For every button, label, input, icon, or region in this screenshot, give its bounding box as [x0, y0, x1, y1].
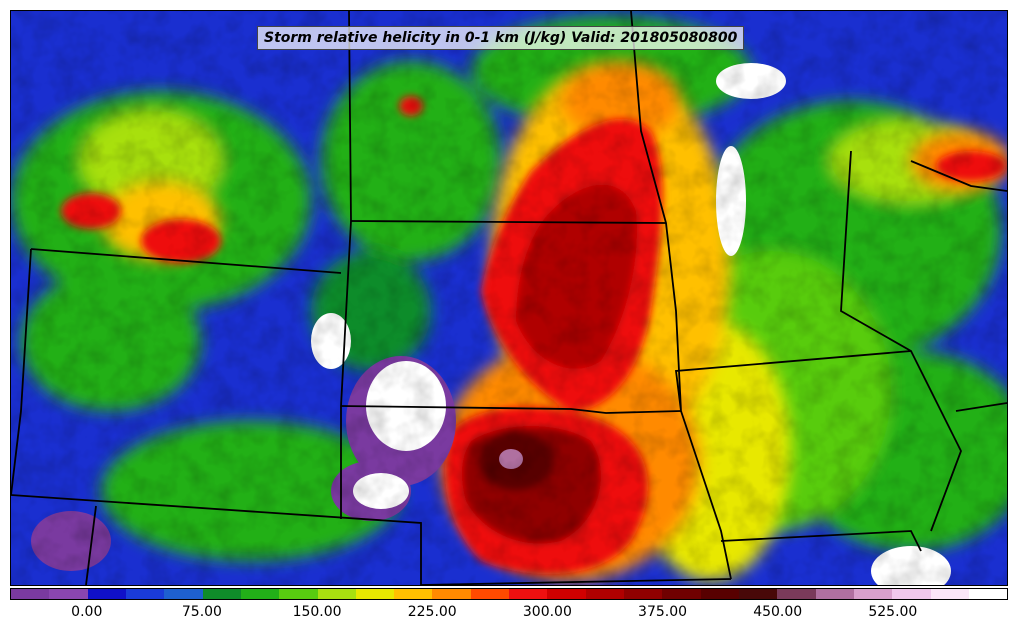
colorbar-segment — [125, 589, 165, 599]
colorbar-segment — [11, 589, 50, 599]
colorbar-segment — [240, 589, 280, 599]
colorbar-segment — [394, 589, 433, 599]
helicity-map: Storm relative helicity in 0-1 km (J/kg)… — [10, 10, 1008, 586]
colorbar-segment — [815, 589, 854, 599]
colorbar-segment — [87, 589, 126, 599]
colorbar-segment — [317, 589, 356, 599]
colorbar-segment — [547, 589, 586, 599]
colorbar-tick-label: 150.00 — [292, 604, 342, 620]
colorbar-segment — [164, 589, 203, 599]
colorbar-segment — [355, 589, 395, 599]
colorbar-segment — [700, 589, 739, 599]
colorbar-tick-label: 225.00 — [407, 604, 457, 620]
colorbar — [10, 588, 1008, 600]
colorbar-tick-label: 300.00 — [522, 604, 572, 620]
colorbar-segment — [624, 589, 663, 599]
colorbar-tick-label: 525.00 — [868, 604, 918, 620]
map-title: Storm relative helicity in 0-1 km (J/kg)… — [257, 26, 745, 50]
colorbar-segment — [279, 589, 318, 599]
colorbar-segment — [968, 589, 1008, 599]
helicity-field — [11, 11, 1007, 585]
colorbar-segment — [930, 589, 969, 599]
colorbar-segment — [509, 589, 548, 599]
colorbar-segment — [49, 589, 88, 599]
colorbar-tick-label: 450.00 — [753, 604, 803, 620]
colorbar-segment — [432, 589, 471, 599]
field-texture — [11, 11, 1007, 585]
colorbar-segment — [202, 589, 241, 599]
colorbar-tick-label: 0.00 — [71, 604, 103, 620]
colorbar-segment — [585, 589, 624, 599]
colorbar-segment — [738, 589, 778, 599]
colorbar-tick-label: 75.00 — [181, 604, 222, 620]
colorbar-segment — [777, 589, 816, 599]
colorbar-segment — [853, 589, 893, 599]
colorbar-tick-label: 375.00 — [638, 604, 688, 620]
colorbar-segment — [662, 589, 701, 599]
state-boundaries — [11, 11, 1007, 585]
colorbar-segment — [892, 589, 931, 599]
colorbar-segment — [470, 589, 510, 599]
